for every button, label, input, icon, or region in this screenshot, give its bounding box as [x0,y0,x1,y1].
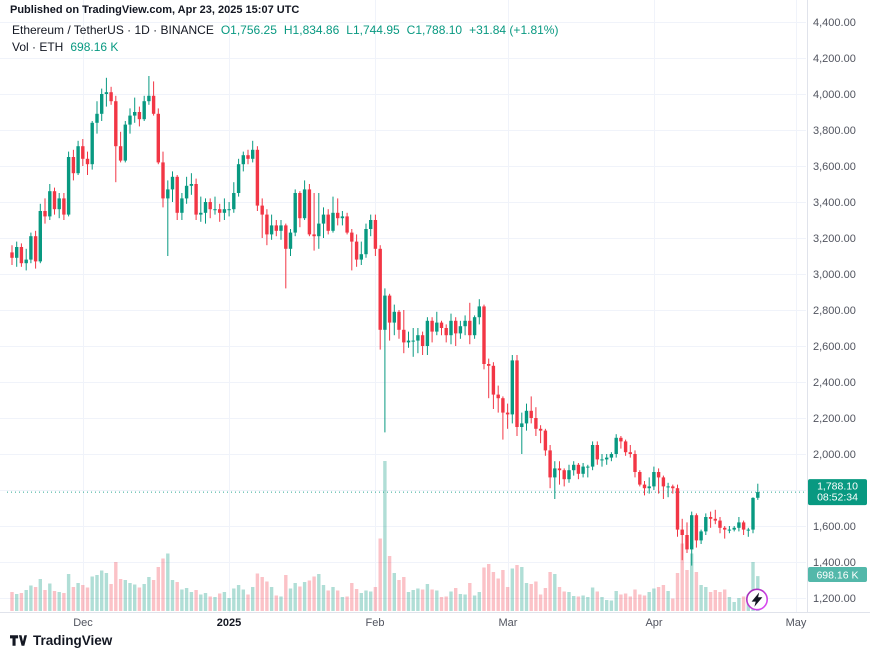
ohlc-high: H1,834.86 [283,23,340,37]
svg-text:2,600.00: 2,600.00 [813,341,856,353]
tradingview-logo[interactable]: TradingView [10,633,112,648]
ohlc-low: L1,744.95 [346,23,400,37]
svg-text:3,000.00: 3,000.00 [813,269,856,281]
svg-text:08:52:34: 08:52:34 [817,492,858,504]
grid-lines [0,0,806,612]
svg-text:2,000.00: 2,000.00 [813,449,856,461]
svg-text:1,600.00: 1,600.00 [813,521,856,533]
svg-text:698.16 K: 698.16 K [816,570,858,582]
ohlc-open: O1,756.25 [220,23,277,37]
svg-text:Feb: Feb [366,617,385,629]
svg-text:2025: 2025 [217,617,241,629]
svg-text:1,200.00: 1,200.00 [813,593,856,605]
svg-text:3,400.00: 3,400.00 [813,197,856,209]
tradingview-brand-text: TradingView [33,633,113,648]
svg-text:4,000.00: 4,000.00 [813,89,856,101]
volume-bars [10,461,760,611]
price-axis-labels: 4,400.00 4,200.00 4,000.00 3,800.00 3,600.00… [813,17,856,605]
chart-legend: Ethereum / TetherUS · 1D · BINANCE O1,75… [12,23,558,54]
svg-text:May: May [786,617,807,629]
svg-text:Apr: Apr [645,617,662,629]
svg-text:2,800.00: 2,800.00 [813,305,856,317]
candles [10,76,760,566]
svg-text:3,200.00: 3,200.00 [813,233,856,245]
svg-text:4,200.00: 4,200.00 [813,53,856,65]
svg-text:1,400.00: 1,400.00 [813,557,856,569]
svg-text:1,788.10: 1,788.10 [817,481,858,493]
svg-text:4,400.00: 4,400.00 [813,17,856,29]
ohlc-close: C1,788.10 [406,23,463,37]
volume-badge: 698.16 K [808,567,867,582]
symbol-title[interactable]: Ethereum / TetherUS · 1D · BINANCE [12,23,214,37]
svg-text:3,800.00: 3,800.00 [813,125,856,137]
published-caption: Published on TradingView.com, Apr 23, 20… [10,4,300,16]
tradingview-logo-icon [10,635,27,646]
volume-row-label: Vol · ETH [12,40,64,54]
svg-text:Mar: Mar [499,617,518,629]
time-axis-labels: Dec 2025 Feb Mar Apr May [73,617,807,629]
svg-text:3,600.00: 3,600.00 [813,161,856,173]
ohlc-change: +31.84 (+1.81%) [469,23,559,37]
lightning-icon [751,592,763,607]
svg-text:2,400.00: 2,400.00 [813,377,856,389]
svg-text:Dec: Dec [73,617,93,629]
svg-text:2,200.00: 2,200.00 [813,413,856,425]
flash-button[interactable] [745,588,768,611]
volume-row-value: 698.16 K [70,40,119,54]
